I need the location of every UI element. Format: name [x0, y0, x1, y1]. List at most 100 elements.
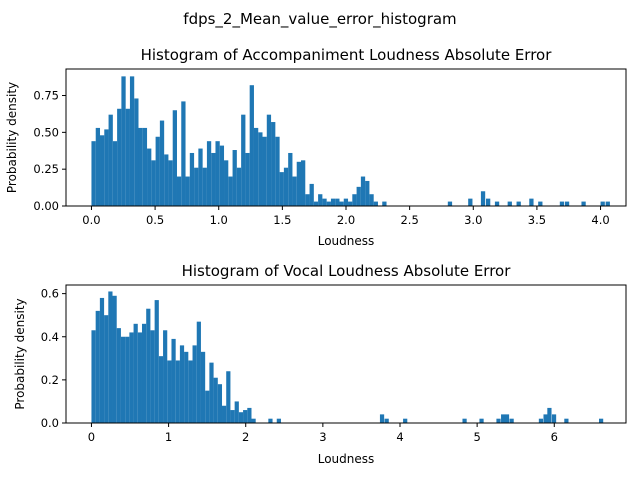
accompaniment-y-ticks: 0.00 0.25 0.50 0.75	[33, 89, 66, 213]
vocal-bar-outlier-1	[384, 418, 389, 423]
vocal-bar-2	[99, 297, 105, 423]
vocal-bar-28	[209, 362, 214, 424]
accompaniment-bar-outlier-11	[581, 201, 586, 206]
vocal-y-tick-label: 0.2	[41, 373, 59, 387]
accompaniment-bar-54	[322, 198, 327, 206]
accompaniment-bar-48	[296, 161, 301, 206]
vocal-x-axis-label: Loudness	[318, 452, 375, 466]
accompaniment-x-tick-label: 2.0	[337, 213, 355, 227]
accompaniment-bar-64	[365, 180, 370, 206]
vocal-bar-20	[175, 360, 180, 423]
accompaniment-bar-52	[313, 201, 319, 206]
accompaniment-bar-49	[301, 160, 306, 206]
accompaniment-bar-50	[305, 194, 310, 206]
vocal-bar-35	[238, 412, 244, 423]
accompaniment-bar-58	[339, 201, 344, 206]
accompaniment-x-tick-label: 3.5	[528, 213, 546, 227]
accompaniment-x-tick-label: 2.5	[400, 213, 418, 227]
vocal-x-tick-label: 6	[551, 430, 558, 444]
accompaniment-bar-outlier-0	[447, 201, 453, 206]
accompaniment-bar-21	[181, 101, 186, 206]
accompaniment-bar-29	[215, 141, 220, 206]
accompaniment-bar-6	[117, 108, 122, 206]
accompaniment-bar-outlier-5	[507, 201, 512, 206]
accompaniment-bar-38	[253, 127, 259, 206]
vocal-bar-30	[217, 384, 223, 423]
vocal-axes-frame	[65, 284, 627, 424]
accompaniment-bar-44	[279, 172, 284, 206]
accompaniment-bar-53	[318, 194, 323, 206]
accompaniment-bar-7	[121, 76, 126, 207]
accompaniment-bar-33	[232, 150, 237, 206]
vocal-x-tick-label: 0	[88, 430, 95, 444]
accompaniment-bar-11	[138, 127, 143, 206]
accompaniment-bar-42	[271, 122, 276, 206]
accompaniment-bar-13	[147, 148, 152, 206]
accompaniment-bar-outlier-12	[600, 201, 605, 206]
accompaniment-bar-23	[189, 152, 195, 206]
vocal-bar-outlier-9	[538, 418, 544, 423]
vocal-bar-22	[184, 351, 189, 423]
accompaniment-bar-outlier-6	[516, 201, 521, 206]
accompaniment-x-tick-label: 4.0	[591, 213, 609, 227]
accompaniment-bar-25	[198, 148, 203, 206]
accompaniment-bar-outlier-13	[605, 201, 610, 206]
accompaniment-bar-outlier-1	[468, 198, 473, 206]
vocal-y-axis-label: Probability density	[13, 298, 27, 409]
vocal-bar-12	[141, 323, 147, 423]
vocal-bar-25	[196, 321, 201, 423]
accompaniment-histogram-title: Histogram of Accompaniment Loudness Abso…	[141, 46, 553, 64]
accompaniment-bar-19	[172, 110, 177, 206]
vocal-bar-5	[112, 295, 117, 423]
vocal-bar-0	[91, 330, 96, 423]
vocal-bar-outlier-11	[547, 407, 552, 423]
accompaniment-bar-24	[194, 167, 199, 206]
vocal-bar-15	[154, 300, 159, 423]
accompaniment-bar-28	[211, 152, 216, 206]
accompaniment-bar-1	[95, 127, 101, 206]
accompaniment-bars	[91, 76, 610, 207]
accompaniment-y-axis-label: Probability density	[5, 82, 19, 193]
accompaniment-x-tick-label: 0.0	[82, 213, 100, 227]
accompaniment-bar-outlier-7	[529, 198, 534, 206]
accompaniment-bar-18	[168, 160, 173, 206]
accompaniment-bar-outlier-2	[480, 191, 486, 206]
accompaniment-y-tick-label: 0.50	[33, 125, 59, 139]
vocal-bar-21	[179, 345, 185, 424]
vocal-bar-34	[234, 401, 239, 423]
vocal-y-tick-label: 0.6	[41, 287, 59, 301]
vocal-bar-outlier-7	[504, 414, 510, 424]
vocal-bar-outlier-5	[496, 418, 501, 423]
accompaniment-bar-30	[219, 145, 225, 206]
figure-suptitle: fdps_2_Mean_value_error_histogram	[183, 10, 456, 29]
vocal-y-tick-label: 0.0	[41, 416, 59, 430]
vocal-bar-36	[243, 410, 248, 423]
vocal-bar-6	[116, 328, 121, 424]
vocal-bar-outlier-13	[564, 418, 569, 423]
accompaniment-bar-55	[326, 201, 331, 206]
vocal-x-tick-label: 3	[319, 430, 326, 444]
accompaniment-x-tick-label: 1.5	[273, 213, 291, 227]
vocal-bar-outlier-10	[543, 414, 548, 424]
vocal-x-tick-label: 5	[473, 430, 480, 444]
accompaniment-bar-45	[283, 167, 289, 206]
accompaniment-bar-47	[292, 176, 297, 206]
accompaniment-bar-35	[241, 114, 246, 206]
accompaniment-bar-0	[91, 141, 96, 206]
accompaniment-bar-12	[142, 127, 148, 206]
accompaniment-bar-22	[185, 176, 190, 206]
accompaniment-bar-40	[262, 136, 267, 206]
accompaniment-bar-34	[236, 167, 242, 206]
vocal-bar-outlier-6	[501, 414, 506, 424]
accompaniment-bar-37	[249, 85, 254, 206]
accompaniment-bar-outlier-8	[538, 201, 543, 206]
accompaniment-x-tick-label: 1.0	[210, 213, 228, 227]
vocal-bar-44	[276, 418, 281, 423]
vocal-bar-outlier-0	[379, 414, 385, 424]
accompaniment-bar-17	[164, 154, 169, 206]
accompaniment-bar-66	[373, 201, 378, 206]
accompaniment-bar-57	[335, 198, 340, 206]
accompaniment-y-tick-label: 0.75	[33, 89, 59, 103]
vocal-bar-17	[163, 330, 168, 423]
vocal-y-tick-label: 0.4	[41, 330, 59, 344]
